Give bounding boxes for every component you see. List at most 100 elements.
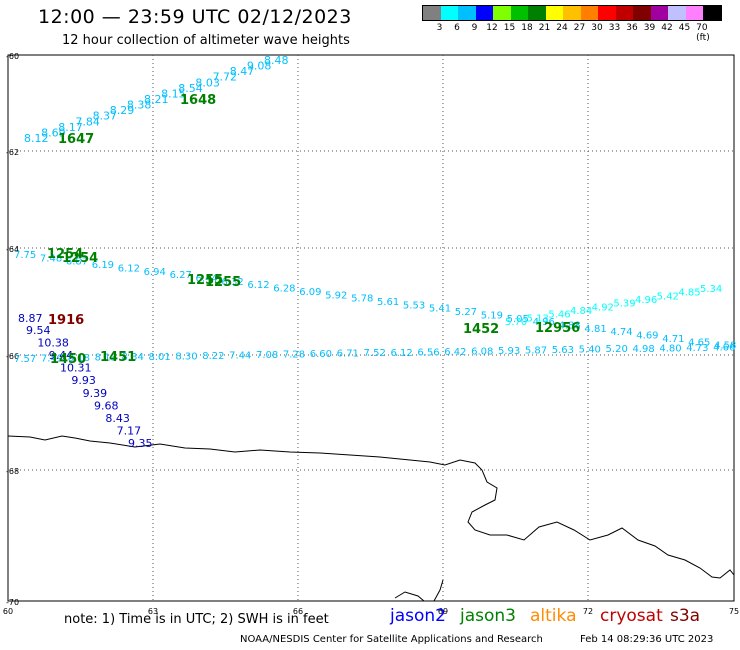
- swh-value: 4.98: [632, 344, 654, 355]
- swh-value: 4.92: [592, 302, 614, 313]
- pass-time-label: 1647: [58, 132, 94, 147]
- swh-value: 5.93: [498, 346, 520, 357]
- swh-value: 5.05: [507, 314, 529, 325]
- swh-value: 7.52: [364, 348, 386, 359]
- color-legend: 3 6 9 12 15 18 21 24 27 30 33 36 39 42 45 70 (ft): [422, 5, 722, 43]
- pass-time-label: 1255: [205, 275, 241, 290]
- legend-label: 30: [591, 23, 603, 33]
- swh-value: 7.75: [14, 250, 36, 261]
- legend-label: 70 (ft): [696, 23, 710, 43]
- swh-value: 8.43: [105, 412, 130, 425]
- swh-value: 9.35: [128, 437, 153, 450]
- generated-date: Feb 14 08:29:36 UTC 2023: [580, 634, 714, 645]
- legend-swatch: [598, 6, 616, 20]
- swh-value: 5.42: [657, 291, 679, 302]
- pass-time-label: 1450: [50, 352, 86, 367]
- pass-time-label: 12956: [535, 321, 580, 336]
- coastline-island: [394, 591, 425, 602]
- legend-label: 45: [678, 23, 691, 33]
- swh-value: 5.27: [455, 307, 477, 318]
- credit-text: NOAA/NESDIS Center for Satellite Applica…: [240, 634, 543, 645]
- lat-tick-label: -64: [6, 245, 19, 254]
- pass-time-label: 1451: [100, 350, 136, 365]
- legend-swatch: [703, 6, 721, 20]
- swh-value: 8.17: [58, 121, 83, 134]
- swh-value: 5.70: [505, 317, 527, 328]
- swh-value: 5.41: [429, 304, 451, 315]
- map-subtitle: 12 hour collection of altimeter wave hei…: [62, 33, 350, 48]
- swh-value: 7.84: [75, 115, 100, 128]
- lat-tick-label: -60: [6, 52, 19, 61]
- swh-value: 10.38: [37, 337, 68, 350]
- swh-value: 5.13: [527, 313, 549, 324]
- coastline: [7, 435, 735, 579]
- swh-value: 6.87: [66, 257, 88, 268]
- swh-value: 6.94: [144, 267, 166, 278]
- swh-value: 7.57: [14, 354, 36, 365]
- legend-swatch: [475, 6, 493, 20]
- note-text: note: 1) Time is in UTC; 2) SWH is in fe…: [64, 612, 329, 627]
- lat-tick-label: -68: [6, 467, 19, 476]
- swh-value: 8.34: [122, 352, 144, 363]
- legend-swatch: [510, 6, 528, 20]
- swh-value: 6.71: [337, 349, 359, 360]
- swh-value: 5.39: [613, 299, 635, 310]
- lat-tick-label: -70: [6, 598, 19, 607]
- swh-value: 9.08: [247, 60, 272, 73]
- swh-value: 6.12: [247, 280, 269, 291]
- swh-value: 8.13: [95, 353, 117, 364]
- legend-label: 42: [661, 23, 673, 33]
- swh-value: 8.87: [18, 312, 43, 325]
- swh-value: 4.96: [533, 317, 555, 328]
- sat-cryosat: cryosat: [600, 606, 663, 626]
- legend-swatch: [650, 6, 668, 20]
- swh-value: 4.69: [636, 331, 658, 342]
- legend-swatch: [423, 6, 441, 20]
- swh-value: 4.88: [559, 321, 581, 332]
- lon-tick-label: 69: [438, 607, 448, 616]
- swh-value: 8.12: [24, 132, 49, 145]
- sat-jason2: jason2: [390, 606, 446, 626]
- pass-time-label: 1254: [47, 247, 83, 262]
- map-title: 12:00 — 23:59 UTC 02/12/2023: [38, 6, 352, 28]
- legend-labels: 3 6 9 12 15 18 21 24 27 30 33 36 39 42 45 70 (ft): [422, 21, 722, 43]
- swh-value: 4.85: [678, 288, 700, 299]
- swh-value: 5.53: [403, 300, 425, 311]
- swh-value: 8.03: [195, 76, 220, 89]
- swh-value: 6.44: [196, 274, 218, 285]
- legend-label: 27: [573, 23, 586, 33]
- legend-swatch: [633, 6, 651, 20]
- swh-value: 6.12: [390, 348, 412, 359]
- lon-tick-label: 75: [729, 607, 739, 616]
- legend-label: 6: [454, 23, 460, 33]
- legend-swatch: [493, 6, 511, 20]
- swh-value: 7.48: [40, 253, 62, 264]
- swh-value: 8.54: [178, 82, 203, 95]
- swh-value: 8.30: [175, 351, 197, 362]
- swh-value: 6.08: [471, 346, 493, 357]
- legend-label: 18: [521, 23, 533, 33]
- swh-value: 4.80: [659, 343, 681, 354]
- legend-swatch: [685, 6, 703, 20]
- lon-tick-label: 60: [3, 607, 13, 616]
- swh-value: 9.44: [49, 349, 74, 362]
- pass-time-label: 1255: [187, 273, 223, 288]
- legend-label: 3: [436, 23, 443, 33]
- sat-altika: altika: [530, 606, 577, 626]
- swh-value: 7.08: [256, 350, 278, 361]
- swh-value: 5.19: [481, 310, 503, 321]
- legend-swatch: [563, 6, 581, 20]
- swh-value: 5.63: [552, 345, 574, 356]
- legend-swatch: [668, 6, 686, 20]
- legend-swatches: [422, 5, 722, 21]
- legend-swatch: [440, 6, 458, 20]
- swh-value: 9.54: [26, 324, 51, 337]
- sat-s3a: s3a: [670, 606, 701, 626]
- legend-label: 24: [556, 23, 568, 33]
- pass-time-label: 1254: [62, 251, 98, 266]
- swh-value: 8.37: [93, 110, 118, 123]
- swh-value: 7.44: [229, 350, 251, 361]
- swh-value: 8.01: [148, 352, 170, 363]
- swh-value: 8.21: [144, 93, 169, 106]
